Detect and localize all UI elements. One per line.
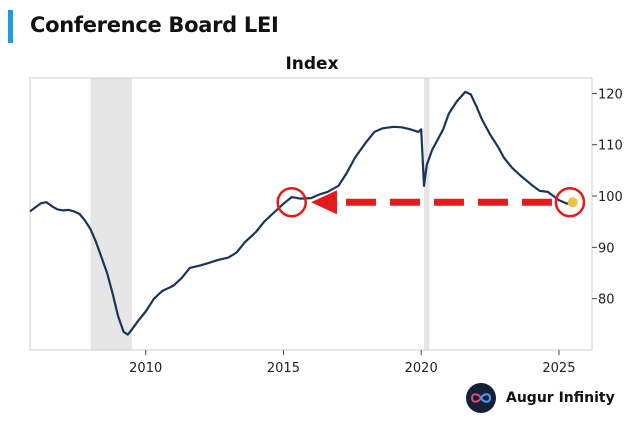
annotation-group	[276, 186, 586, 218]
recession-band-0	[90, 78, 132, 350]
highlight-circle-1	[554, 186, 586, 218]
title-accent-bar	[8, 10, 13, 43]
brand-logo-block: Augur Infinity	[466, 382, 615, 414]
x-tick-label: 2025	[542, 361, 575, 376]
page-title: Conference Board LEI	[30, 13, 279, 37]
plot-frame	[29, 77, 593, 351]
recession-shading	[90, 78, 430, 350]
recession-band-1	[423, 78, 430, 350]
infinity-glyph	[470, 393, 492, 403]
y-tick-label: 110	[598, 139, 623, 154]
y-tick-label: 100	[598, 190, 623, 205]
y-axis-ticks: 80 90 100 110 120	[592, 87, 623, 308]
infinity-icon	[466, 383, 496, 413]
latest-value-marker	[567, 197, 578, 208]
chart-title: Index	[285, 54, 339, 74]
arrow-head	[311, 190, 337, 215]
x-tick-label: 2010	[129, 361, 162, 376]
lei-series-line	[29, 90, 573, 336]
brand-name: Augur Infinity	[506, 390, 615, 406]
y-tick-label: 120	[598, 87, 623, 102]
x-tick-label: 2020	[405, 361, 438, 376]
y-tick-label: 90	[598, 241, 615, 256]
highlight-circle-0	[276, 186, 307, 218]
y-tick-label: 80	[598, 293, 615, 308]
x-tick-label: 2015	[267, 361, 300, 376]
x-axis-ticks: 2010 2015 2020 2025	[129, 350, 575, 376]
